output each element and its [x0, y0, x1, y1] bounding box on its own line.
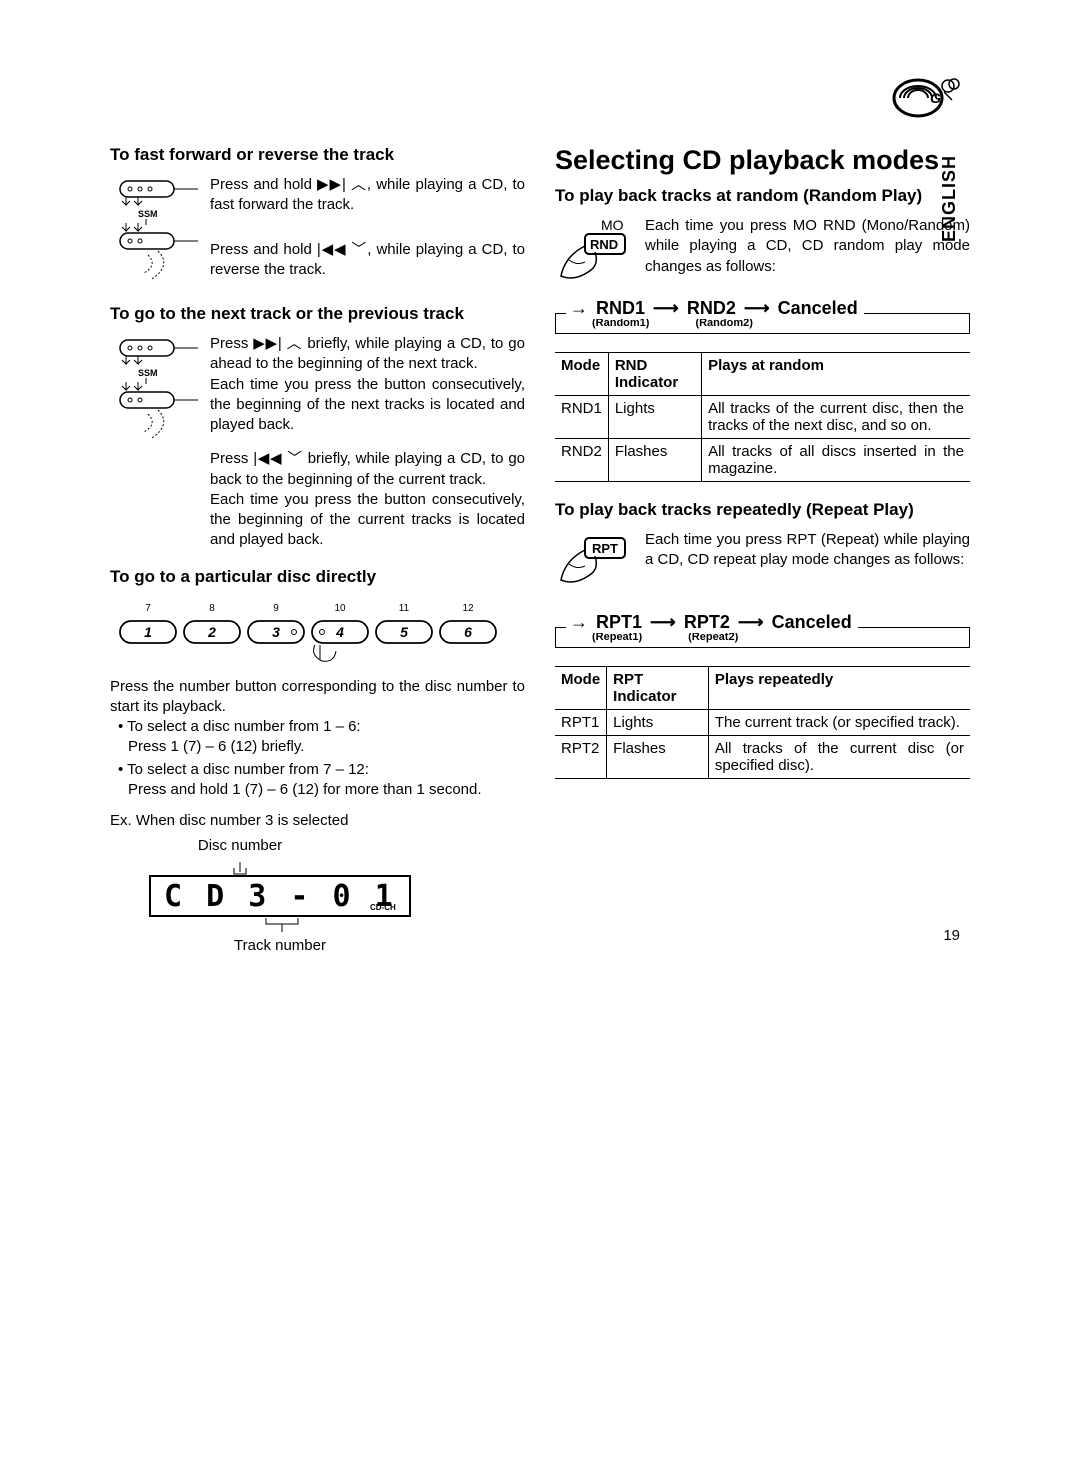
number-buttons-figure: 7 1 8 2 9 3 10 4 11 5 12 6: [110, 597, 525, 667]
svg-text:3: 3: [272, 624, 280, 640]
rnd-table: Mode RND Indicator Plays at random RND1 …: [555, 352, 970, 482]
svg-text:MO: MO: [601, 217, 624, 233]
rpt-th-plays: Plays repeatedly: [708, 667, 970, 710]
svg-text:1: 1: [144, 624, 152, 640]
svg-text:CD-CH: CD-CH: [370, 903, 396, 912]
rpt-r0c2: The current track (or specified track).: [708, 710, 970, 736]
left-column: To fast forward or reverse the track SSM: [110, 145, 525, 954]
disc-number-label: Disc number: [140, 837, 340, 854]
disc-li1b: Press 1 (7) – 6 (12) briefly.: [128, 738, 304, 755]
disc-li2: • To select a disc number from 7 – 12:Pr…: [118, 760, 525, 801]
svg-text:4: 4: [335, 624, 344, 640]
svg-text:7: 7: [145, 603, 151, 614]
heading-next-prev: To go to the next track or the previous …: [110, 304, 525, 324]
arrow-icon: ⟶: [744, 298, 770, 319]
lcd-text: C D 3 - 0 1: [164, 879, 396, 914]
arrow-icon: →: [570, 612, 588, 633]
rnd-r1c2: All tracks of all discs inserted in the …: [702, 439, 970, 482]
disc-intro: Press the number button corresponding to…: [110, 677, 525, 718]
rnd-r0c0: RND1: [555, 396, 608, 439]
rev-text: Press and hold |◀◀ ﹀, while playing a CD…: [210, 240, 525, 281]
next-up-icon-2: ▶▶| ︿: [253, 335, 302, 352]
ff-text-a: Press and hold: [210, 176, 317, 193]
rpt-cycle-diagram: → RPT1 ⟶ RPT2 ⟶ Canceled (Repeat1) (Repe…: [555, 627, 970, 648]
svg-text:RND: RND: [590, 237, 618, 252]
svg-text:12: 12: [462, 603, 474, 614]
rpt-th-mode: Mode: [555, 667, 607, 710]
rpt2-label: RPT2: [682, 612, 732, 633]
rnd-th-ind: RND Indicator: [608, 353, 701, 396]
rnd-r0c1: Lights: [608, 396, 701, 439]
page-number: 19: [943, 927, 960, 944]
arrow-icon: ⟶: [650, 612, 676, 633]
svg-text:SSM: SSM: [138, 209, 158, 219]
rnd-r1c1: Flashes: [608, 439, 701, 482]
rpt-button-icon: RPT: [555, 530, 635, 613]
svg-text:G: G: [930, 90, 941, 106]
ff-text: Press and hold ▶▶| ︿, while playing a CD…: [210, 175, 525, 216]
svg-text:11: 11: [399, 603, 410, 614]
canceled2-label: Canceled: [770, 612, 854, 633]
rpt-r0c0: RPT1: [555, 710, 607, 736]
rpt1-label: RPT1: [594, 612, 644, 633]
arrow-icon: →: [570, 298, 588, 319]
next-text-c: Each time you press the button consecuti…: [210, 376, 525, 434]
rnd-text: Each time you press MO RND (Mono/Random)…: [645, 216, 970, 277]
svg-text:5: 5: [400, 624, 408, 640]
rnd-r0c2: All tracks of the current disc, then the…: [702, 396, 970, 439]
right-column: Selecting CD playback modes To play back…: [555, 145, 970, 954]
rpt-r0c1: Lights: [607, 710, 709, 736]
svg-text:2: 2: [207, 624, 216, 640]
rnd-cycle-diagram: → RND1 ⟶ RND2 ⟶ Canceled (Random1) (Rand…: [555, 313, 970, 334]
manual-page: G ENGLISH To fast forward or reverse the…: [0, 0, 1080, 994]
rev-text-a: Press and hold: [210, 241, 317, 258]
rpt-text: Each time you press RPT (Repeat) while p…: [645, 530, 970, 571]
svg-text:RPT: RPT: [592, 541, 618, 556]
rpt-table: Mode RPT Indicator Plays repeatedly RPT1…: [555, 666, 970, 779]
rpt-th-ind: RPT Indicator: [607, 667, 709, 710]
language-tab: ENGLISH: [939, 155, 960, 242]
svg-text:SSM: SSM: [138, 368, 158, 378]
disc-li1: • To select a disc number from 1 – 6:Pre…: [118, 717, 525, 758]
next-up-icon: ▶▶| ︿: [317, 176, 367, 193]
rocker-switch-icon: SSM: [110, 175, 200, 288]
disc-li1a: To select a disc number from 1 – 6:: [127, 718, 360, 735]
svg-text:6: 6: [464, 624, 472, 640]
canceled-label: Canceled: [776, 298, 860, 319]
next-text: Press ▶▶| ︿ briefly, while playing a CD,…: [210, 334, 525, 435]
prev-text: Press |◀◀ ﹀ briefly, while playing a CD,…: [210, 449, 525, 550]
prev-text-c: Each time you press the button consecuti…: [210, 491, 525, 549]
rocker-switch-icon-2: SSM: [110, 334, 200, 447]
rpt-r1c2: All tracks of the current disc (or speci…: [708, 736, 970, 779]
heading-random: To play back tracks at random (Random Pl…: [555, 186, 970, 206]
prev-text-a: Press: [210, 450, 253, 467]
rpt-r1c1: Flashes: [607, 736, 709, 779]
heading-disc-direct: To go to a particular disc directly: [110, 567, 525, 587]
prev-down-icon: |◀◀ ﹀: [317, 241, 367, 258]
heading-repeat: To play back tracks repeatedly (Repeat P…: [555, 500, 970, 520]
next-text-a: Press: [210, 335, 253, 352]
svg-text:8: 8: [209, 603, 215, 614]
rnd-th-plays: Plays at random: [702, 353, 970, 396]
heading-fast-forward: To fast forward or reverse the track: [110, 145, 525, 165]
rnd2-label: RND2: [685, 298, 738, 319]
rnd-th-mode: Mode: [555, 353, 608, 396]
disc-example: Ex. When disc number 3 is selected: [110, 812, 525, 829]
arrow-icon: ⟶: [738, 612, 764, 633]
svg-text:10: 10: [334, 603, 346, 614]
rnd-button-icon: MO RND: [555, 216, 635, 299]
main-heading: Selecting CD playback modes: [555, 145, 970, 176]
prev-down-icon-2: |◀◀ ﹀: [253, 450, 303, 467]
rnd1-label: RND1: [594, 298, 647, 319]
cd-logo-icon: G: [890, 70, 970, 120]
rpt-r1c0: RPT2: [555, 736, 607, 779]
disc-li2b: Press and hold 1 (7) – 6 (12) for more t…: [128, 781, 482, 798]
rnd-r1c0: RND2: [555, 439, 608, 482]
track-number-label: Track number: [140, 937, 420, 954]
lcd-display-figure: Disc number C D 3 - 0 1 CD-CH Track numb…: [140, 837, 525, 954]
disc-li2a: To select a disc number from 7 – 12:: [127, 761, 369, 778]
arrow-icon: ⟶: [653, 298, 679, 319]
svg-text:9: 9: [273, 603, 279, 614]
